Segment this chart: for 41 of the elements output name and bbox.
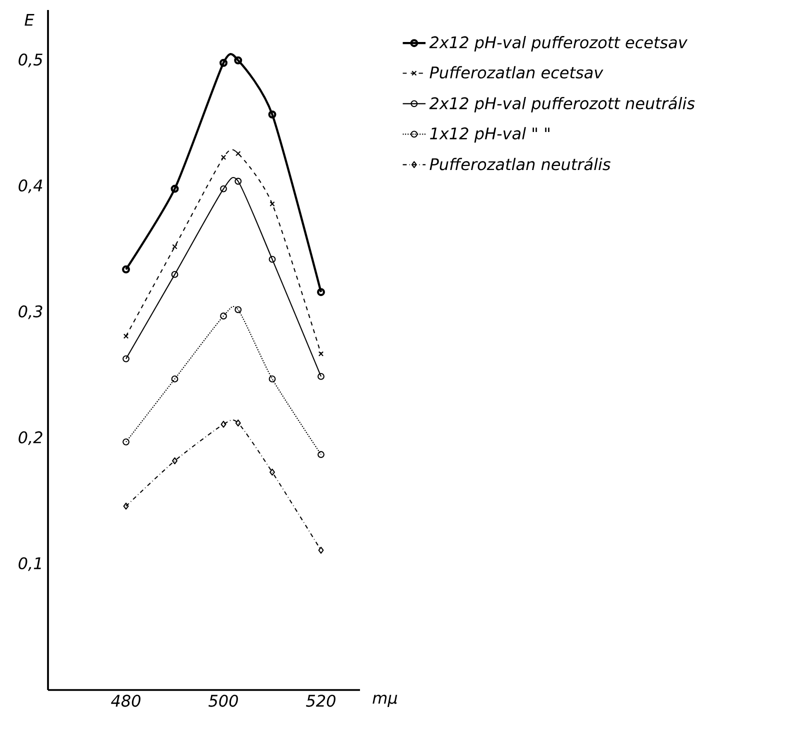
point: [318, 451, 324, 458]
point: [170, 184, 179, 193]
point: [172, 244, 178, 250]
point: [234, 306, 242, 314]
legend-label: 2x12 pH-val pufferozott ecetsav: [429, 36, 688, 52]
point: [172, 457, 178, 464]
point: [220, 420, 226, 428]
point: [268, 256, 276, 263]
point: [234, 178, 242, 185]
point: [234, 56, 242, 64]
y-tick-label: 0,5: [18, 53, 42, 68]
point: [270, 468, 275, 476]
point: [219, 58, 228, 67]
y-tick-label: 0,4: [18, 179, 42, 194]
point: [171, 375, 178, 382]
point: [268, 375, 276, 382]
x-axis-title: mμ: [372, 694, 398, 707]
y-tick-label: 0,3: [18, 305, 42, 320]
point: [220, 312, 227, 320]
point: [220, 154, 226, 160]
point: [235, 420, 241, 426]
point: [171, 270, 178, 278]
x-tick-label: 480: [111, 694, 140, 707]
point: [122, 438, 130, 446]
y-tick-label: 0,2: [18, 431, 42, 446]
x-tick-label: 520: [306, 694, 336, 707]
point: [318, 351, 324, 356]
legend-label: 2x12 pH-val pufferozott neutrális: [429, 96, 695, 112]
legend-label: Pufferozatlan ecetsav: [430, 66, 604, 79]
x-tick-label: 500: [208, 694, 238, 707]
point: [270, 201, 275, 207]
point: [123, 334, 129, 339]
point: [123, 502, 129, 510]
legend-label: Pufferozatlan neutrális: [430, 157, 610, 170]
point: [220, 185, 227, 192]
y-axis-title: E: [24, 14, 34, 26]
point: [318, 546, 324, 554]
point: [268, 110, 276, 119]
point: [236, 150, 241, 156]
y-tick-label: 0,1: [18, 557, 41, 571]
legend-label: 1x12 pH-val " ": [430, 127, 550, 143]
